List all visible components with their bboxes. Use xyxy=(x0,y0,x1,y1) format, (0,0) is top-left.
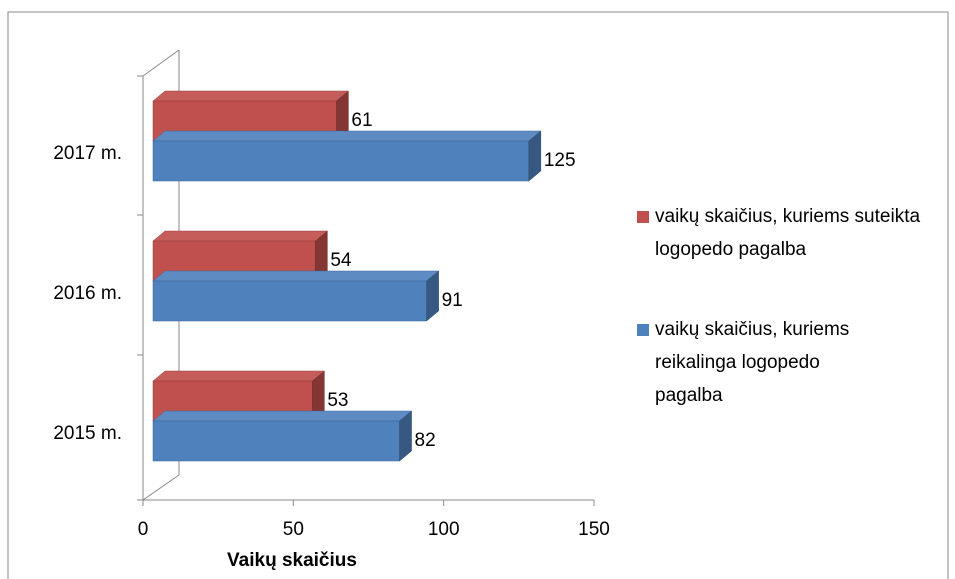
legend-swatch xyxy=(637,211,649,223)
legend-label: vaikų skaičius, kuriems suteikta logoped… xyxy=(655,206,921,260)
legend-label: vaikų skaičius, kuriems reikalinga logop… xyxy=(655,319,850,406)
legend-swatch xyxy=(637,324,649,336)
bar xyxy=(152,420,400,462)
wall-floor xyxy=(142,474,180,501)
x-tick-label: 0 xyxy=(138,519,149,540)
y-tick-label: 2016 m. xyxy=(53,283,122,304)
bar-top xyxy=(152,130,542,142)
bar-top xyxy=(152,230,329,242)
bar-side xyxy=(399,410,412,462)
x-tick-label: 50 xyxy=(283,519,304,540)
data-label: 82 xyxy=(415,430,436,451)
bar xyxy=(152,280,427,322)
y-tick-label: 2015 m. xyxy=(53,423,122,444)
bar-top xyxy=(152,90,350,102)
x-tick-label: 100 xyxy=(428,519,460,540)
bar-side xyxy=(426,270,439,322)
data-label: 91 xyxy=(442,290,463,311)
x-axis-title: Vaikų skaičius xyxy=(227,550,357,571)
bar-top xyxy=(152,270,440,282)
x-tick-label: 150 xyxy=(578,519,610,540)
bar-top xyxy=(152,370,326,382)
bar-top xyxy=(152,410,413,422)
bar-side xyxy=(528,130,542,182)
wall-top xyxy=(142,49,180,77)
chart-border xyxy=(7,11,949,579)
data-label: 54 xyxy=(330,250,352,271)
y-tick-label: 2017 m. xyxy=(53,143,122,164)
bar xyxy=(152,140,530,182)
data-label: 61 xyxy=(351,110,372,131)
data-label: 53 xyxy=(327,390,348,411)
data-label: 125 xyxy=(544,150,576,171)
